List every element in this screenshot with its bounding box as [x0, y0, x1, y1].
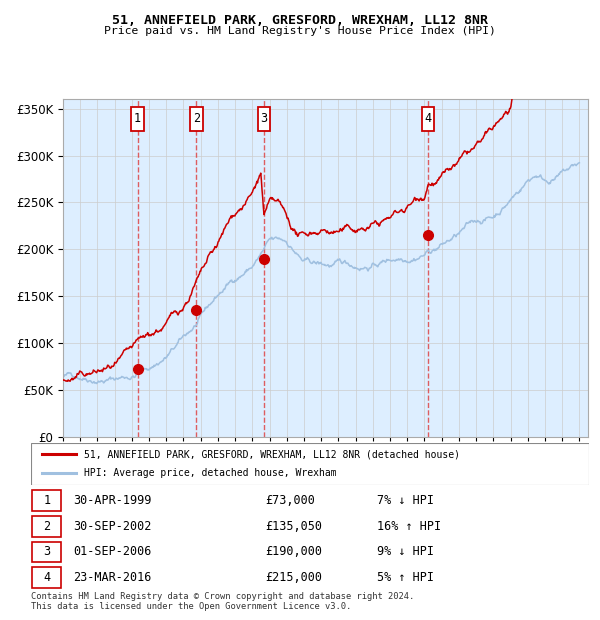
Text: 2: 2: [193, 112, 200, 125]
FancyBboxPatch shape: [257, 107, 270, 131]
FancyBboxPatch shape: [131, 107, 144, 131]
Text: Price paid vs. HM Land Registry's House Price Index (HPI): Price paid vs. HM Land Registry's House …: [104, 26, 496, 36]
Text: 2: 2: [43, 520, 50, 533]
FancyBboxPatch shape: [32, 516, 61, 536]
Text: 30-APR-1999: 30-APR-1999: [73, 494, 151, 507]
Text: £215,000: £215,000: [266, 571, 323, 584]
Text: £135,050: £135,050: [266, 520, 323, 533]
Text: 3: 3: [260, 112, 268, 125]
Text: 16% ↑ HPI: 16% ↑ HPI: [377, 520, 441, 533]
Text: 51, ANNEFIELD PARK, GRESFORD, WREXHAM, LL12 8NR (detached house): 51, ANNEFIELD PARK, GRESFORD, WREXHAM, L…: [84, 449, 460, 459]
Text: This data is licensed under the Open Government Licence v3.0.: This data is licensed under the Open Gov…: [31, 602, 352, 611]
Text: 1: 1: [43, 494, 50, 507]
Text: 4: 4: [425, 112, 432, 125]
Text: 23-MAR-2016: 23-MAR-2016: [73, 571, 151, 584]
FancyBboxPatch shape: [32, 567, 61, 588]
Text: Contains HM Land Registry data © Crown copyright and database right 2024.: Contains HM Land Registry data © Crown c…: [31, 592, 415, 601]
Text: 51, ANNEFIELD PARK, GRESFORD, WREXHAM, LL12 8NR: 51, ANNEFIELD PARK, GRESFORD, WREXHAM, L…: [112, 14, 488, 27]
Text: 1: 1: [134, 112, 141, 125]
FancyBboxPatch shape: [32, 490, 61, 511]
Text: 4: 4: [43, 571, 50, 584]
Text: 3: 3: [43, 546, 50, 559]
Text: 9% ↓ HPI: 9% ↓ HPI: [377, 546, 434, 559]
Text: 5% ↑ HPI: 5% ↑ HPI: [377, 571, 434, 584]
FancyBboxPatch shape: [190, 107, 203, 131]
Text: £190,000: £190,000: [266, 546, 323, 559]
Text: £73,000: £73,000: [266, 494, 316, 507]
FancyBboxPatch shape: [422, 107, 434, 131]
Text: 30-SEP-2002: 30-SEP-2002: [73, 520, 151, 533]
FancyBboxPatch shape: [31, 443, 589, 485]
Text: 7% ↓ HPI: 7% ↓ HPI: [377, 494, 434, 507]
Text: 01-SEP-2006: 01-SEP-2006: [73, 546, 151, 559]
FancyBboxPatch shape: [32, 542, 61, 562]
Text: HPI: Average price, detached house, Wrexham: HPI: Average price, detached house, Wrex…: [84, 469, 337, 479]
